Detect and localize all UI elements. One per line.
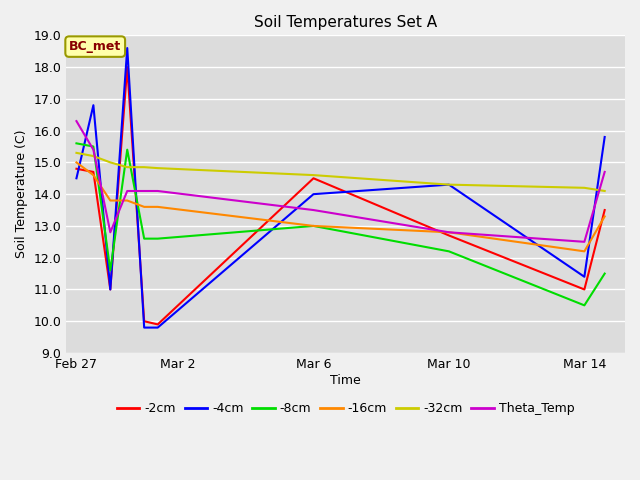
Title: Soil Temperatures Set A: Soil Temperatures Set A — [254, 15, 437, 30]
Legend: -2cm, -4cm, -8cm, -16cm, -32cm, Theta_Temp: -2cm, -4cm, -8cm, -16cm, -32cm, Theta_Te… — [112, 397, 580, 420]
Text: BC_met: BC_met — [69, 40, 122, 53]
Y-axis label: Soil Temperature (C): Soil Temperature (C) — [15, 130, 28, 258]
X-axis label: Time: Time — [330, 373, 361, 386]
